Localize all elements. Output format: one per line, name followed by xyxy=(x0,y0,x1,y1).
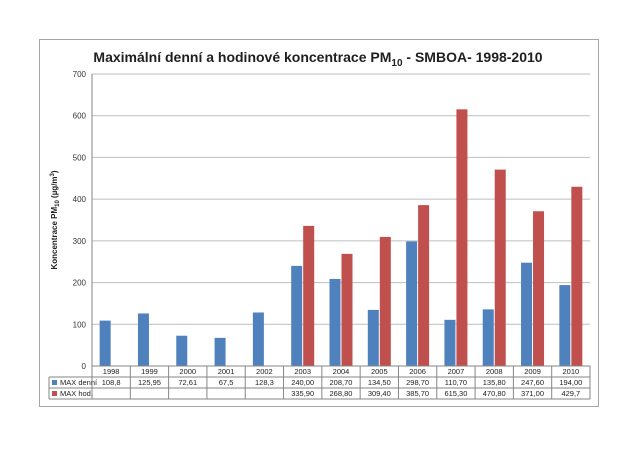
data-label: 371,00 xyxy=(521,389,544,398)
data-label: 268,80 xyxy=(330,389,353,398)
bar-max-hod--2004 xyxy=(341,253,353,366)
bar-max-denn--2003 xyxy=(291,265,303,366)
legend-label: MAX hod. xyxy=(60,389,93,398)
x-tick-label: 2003 xyxy=(294,367,311,376)
data-label: 309,40 xyxy=(368,389,391,398)
axes: 0 100 200 300 400 500 600 700 xyxy=(73,70,93,371)
data-label: 194,00 xyxy=(559,378,582,387)
x-tick-label: 2000 xyxy=(179,367,196,376)
data-label: 110,70 xyxy=(445,378,467,387)
bar-max-hod--2010 xyxy=(571,186,583,366)
bar-max-hod--2007 xyxy=(456,109,468,366)
data-label: 125,95 xyxy=(138,378,161,387)
y-tick-label: 100 xyxy=(73,320,87,329)
data-label: 615,30 xyxy=(444,389,467,398)
x-tick-label: 2009 xyxy=(524,367,541,376)
y-tick-label: 200 xyxy=(73,279,87,288)
legend-swatch xyxy=(52,391,57,396)
y-axis-label: Koncentrace PM10 (µg/m3) xyxy=(50,170,61,269)
gridlines xyxy=(92,73,590,367)
bar-max-denn--2005 xyxy=(367,309,379,366)
data-label: 240,00 xyxy=(291,378,314,387)
bar-max-hod--2003 xyxy=(303,225,315,366)
x-tick-label: 1999 xyxy=(141,367,158,376)
y-tick-label: 600 xyxy=(73,112,87,121)
bar-max-hod--2008 xyxy=(494,169,506,366)
legend-swatch xyxy=(52,380,57,385)
data-label: 247,60 xyxy=(521,378,544,387)
data-table: 1998 1999 2000 2001 2002 2003 2004 2005 2006 2007… xyxy=(48,365,591,400)
y-tick-label: 300 xyxy=(73,237,87,246)
y-tick-label: 700 xyxy=(73,70,87,79)
x-tick-label: 1998 xyxy=(103,367,120,376)
x-tick-label: 2002 xyxy=(256,367,273,376)
bar-max-denn--2009 xyxy=(521,262,533,366)
bar-max-denn--2007 xyxy=(444,319,456,366)
data-label: 135,80 xyxy=(483,378,506,387)
x-tick-label: 2006 xyxy=(409,367,426,376)
x-tick-label: 2004 xyxy=(333,367,350,376)
legend-label: MAX denní xyxy=(60,378,98,387)
bar-max-denn--1999 xyxy=(137,313,149,366)
bar-max-hod--2009 xyxy=(533,211,545,366)
y-tick-label: 400 xyxy=(73,195,87,204)
bar-max-denn--1998 xyxy=(99,320,111,366)
data-label: 108,8 xyxy=(102,378,121,387)
bar-max-denn--2004 xyxy=(329,278,341,366)
data-label: 335,90 xyxy=(291,389,314,398)
bar-max-denn--2006 xyxy=(406,241,418,366)
data-label: 429,7 xyxy=(561,389,580,398)
bar-max-hod--2005 xyxy=(379,236,391,366)
x-tick-label: 2010 xyxy=(563,367,580,376)
bar-max-denn--2000 xyxy=(176,335,188,366)
data-label: 134,50 xyxy=(368,378,391,387)
data-label: 470,80 xyxy=(483,389,506,398)
data-label: 128,3 xyxy=(255,378,274,387)
bar-max-denn--2008 xyxy=(482,309,494,366)
data-label: 208,70 xyxy=(330,378,353,387)
bar-max-hod--2006 xyxy=(418,205,430,366)
y-tick-label: 500 xyxy=(73,153,87,162)
x-tick-label: 2007 xyxy=(448,367,465,376)
bars xyxy=(99,109,583,366)
data-label: 385,70 xyxy=(406,389,429,398)
bar-max-denn--2002 xyxy=(252,312,264,366)
x-tick-label: 2005 xyxy=(371,367,388,376)
chart-title: Maximální denní a hodinové koncentrace P… xyxy=(93,49,542,69)
x-tick-label: 2001 xyxy=(218,367,235,376)
y-tick-label: 0 xyxy=(82,362,87,371)
data-label: 67,5 xyxy=(219,378,234,387)
x-tick-label: 2008 xyxy=(486,367,503,376)
bar-max-denn--2010 xyxy=(559,285,571,366)
data-label: 298,70 xyxy=(406,378,429,387)
data-label: 72,61 xyxy=(178,378,197,387)
bar-max-denn--2001 xyxy=(214,337,226,366)
